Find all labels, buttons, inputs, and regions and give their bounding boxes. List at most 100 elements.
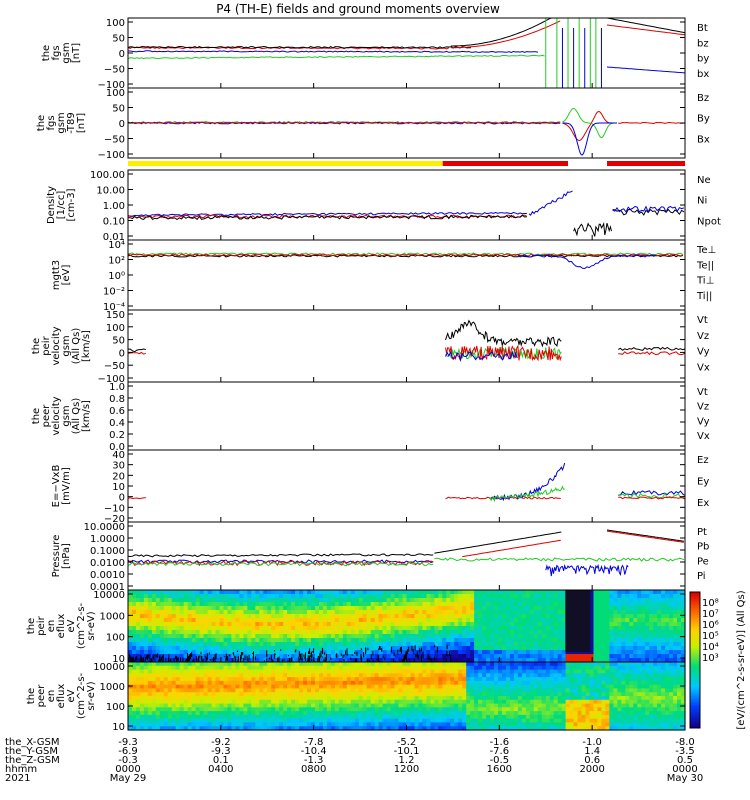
heat-cell	[406, 658, 412, 663]
heat-cell	[136, 606, 141, 611]
heat-cell	[597, 650, 603, 655]
heat-cell	[231, 630, 236, 635]
heat-cell	[422, 654, 427, 659]
heat-cell	[509, 630, 515, 635]
heat-cell	[609, 614, 614, 619]
heat-cell	[128, 696, 133, 701]
heat-cell	[175, 703, 181, 708]
heat-cell	[486, 590, 491, 595]
heat-cell	[247, 711, 252, 716]
heat-cell	[183, 618, 189, 623]
heat-cell	[167, 602, 173, 607]
heat-cell	[350, 680, 356, 686]
heat-cell	[502, 707, 507, 712]
heat-cell	[267, 634, 272, 639]
heat-cell	[299, 722, 304, 727]
heat-cell	[179, 718, 185, 724]
heat-cell	[677, 626, 682, 631]
heat-cell	[311, 684, 316, 690]
heat-cell	[263, 646, 268, 651]
heat-cell	[541, 714, 547, 720]
noise-mark	[182, 657, 184, 662]
heat-cell	[450, 626, 455, 631]
heat-cell	[414, 665, 420, 671]
heat-cell	[422, 626, 427, 631]
heat-cell	[354, 680, 360, 686]
heat-cell	[263, 650, 268, 655]
heat-cell	[557, 658, 563, 663]
heat-cell	[529, 658, 535, 663]
heat-cell	[267, 726, 272, 731]
heat-cell	[259, 598, 264, 603]
heat-cell	[215, 669, 221, 674]
heat-cell	[326, 614, 332, 619]
heat-cell	[454, 622, 459, 627]
heat-cell	[179, 618, 185, 623]
noise-mark	[416, 651, 418, 658]
heat-cell	[641, 598, 646, 603]
heat-cell	[183, 726, 189, 731]
heat-cell	[470, 606, 475, 611]
heat-cell	[255, 699, 260, 705]
heat-cell	[303, 630, 308, 635]
heat-cell	[525, 618, 531, 623]
heat-cell	[382, 626, 388, 631]
heat-cell	[243, 642, 248, 647]
heat-cell	[303, 696, 308, 701]
heat-cell	[362, 662, 368, 667]
heat-cell	[589, 684, 595, 690]
heat-cell	[243, 646, 248, 651]
heat-cell	[231, 658, 236, 663]
heat-cell	[251, 703, 256, 708]
heat-cell	[633, 646, 638, 651]
heat-cell	[231, 638, 236, 643]
heat-cell	[513, 707, 519, 712]
heat-cell	[410, 594, 416, 599]
heat-cell	[191, 714, 197, 720]
heat-cell	[323, 598, 328, 603]
heat-cell	[195, 602, 201, 607]
heat-cell	[573, 711, 579, 716]
heat-cell	[569, 722, 575, 727]
heat-cell	[283, 638, 288, 643]
heat-cell	[235, 711, 240, 716]
heat-cell	[677, 654, 682, 659]
heat-cell	[454, 650, 459, 655]
heat-cell	[589, 669, 595, 674]
heat-cell	[227, 598, 233, 603]
heat-cell	[641, 642, 646, 647]
noise-mark	[397, 653, 399, 655]
heat-cell	[601, 650, 607, 655]
heat-cell	[645, 598, 650, 603]
heat-cell	[227, 650, 233, 655]
heat-cell	[378, 618, 384, 623]
heat-cell	[136, 718, 141, 724]
heat-cell	[506, 692, 511, 697]
heat-cell	[311, 626, 316, 631]
heat-cell	[593, 614, 599, 619]
heat-cell	[394, 606, 400, 611]
heat-cell	[255, 638, 260, 643]
heat-cell	[490, 630, 495, 635]
heat-cell	[251, 718, 256, 724]
heat-cell	[374, 684, 380, 690]
heat-cell	[681, 638, 686, 643]
heat-cell	[645, 602, 650, 607]
heat-cell	[418, 590, 423, 595]
heat-cell	[342, 598, 348, 603]
heat-cell	[362, 680, 368, 686]
heat-cell	[498, 688, 503, 693]
heat-cell	[291, 696, 296, 701]
heat-cell	[593, 650, 599, 655]
heat-cell	[319, 707, 324, 712]
heat-cell	[378, 692, 384, 697]
heat-cell	[470, 602, 475, 607]
heat-cell	[291, 688, 296, 693]
heat-cell	[239, 718, 244, 724]
heat-cell	[649, 602, 654, 607]
heat-cell	[338, 642, 344, 647]
heat-cell	[506, 614, 511, 619]
heat-cell	[466, 622, 471, 627]
heat-cell	[553, 669, 559, 674]
heat-cell	[498, 638, 503, 643]
